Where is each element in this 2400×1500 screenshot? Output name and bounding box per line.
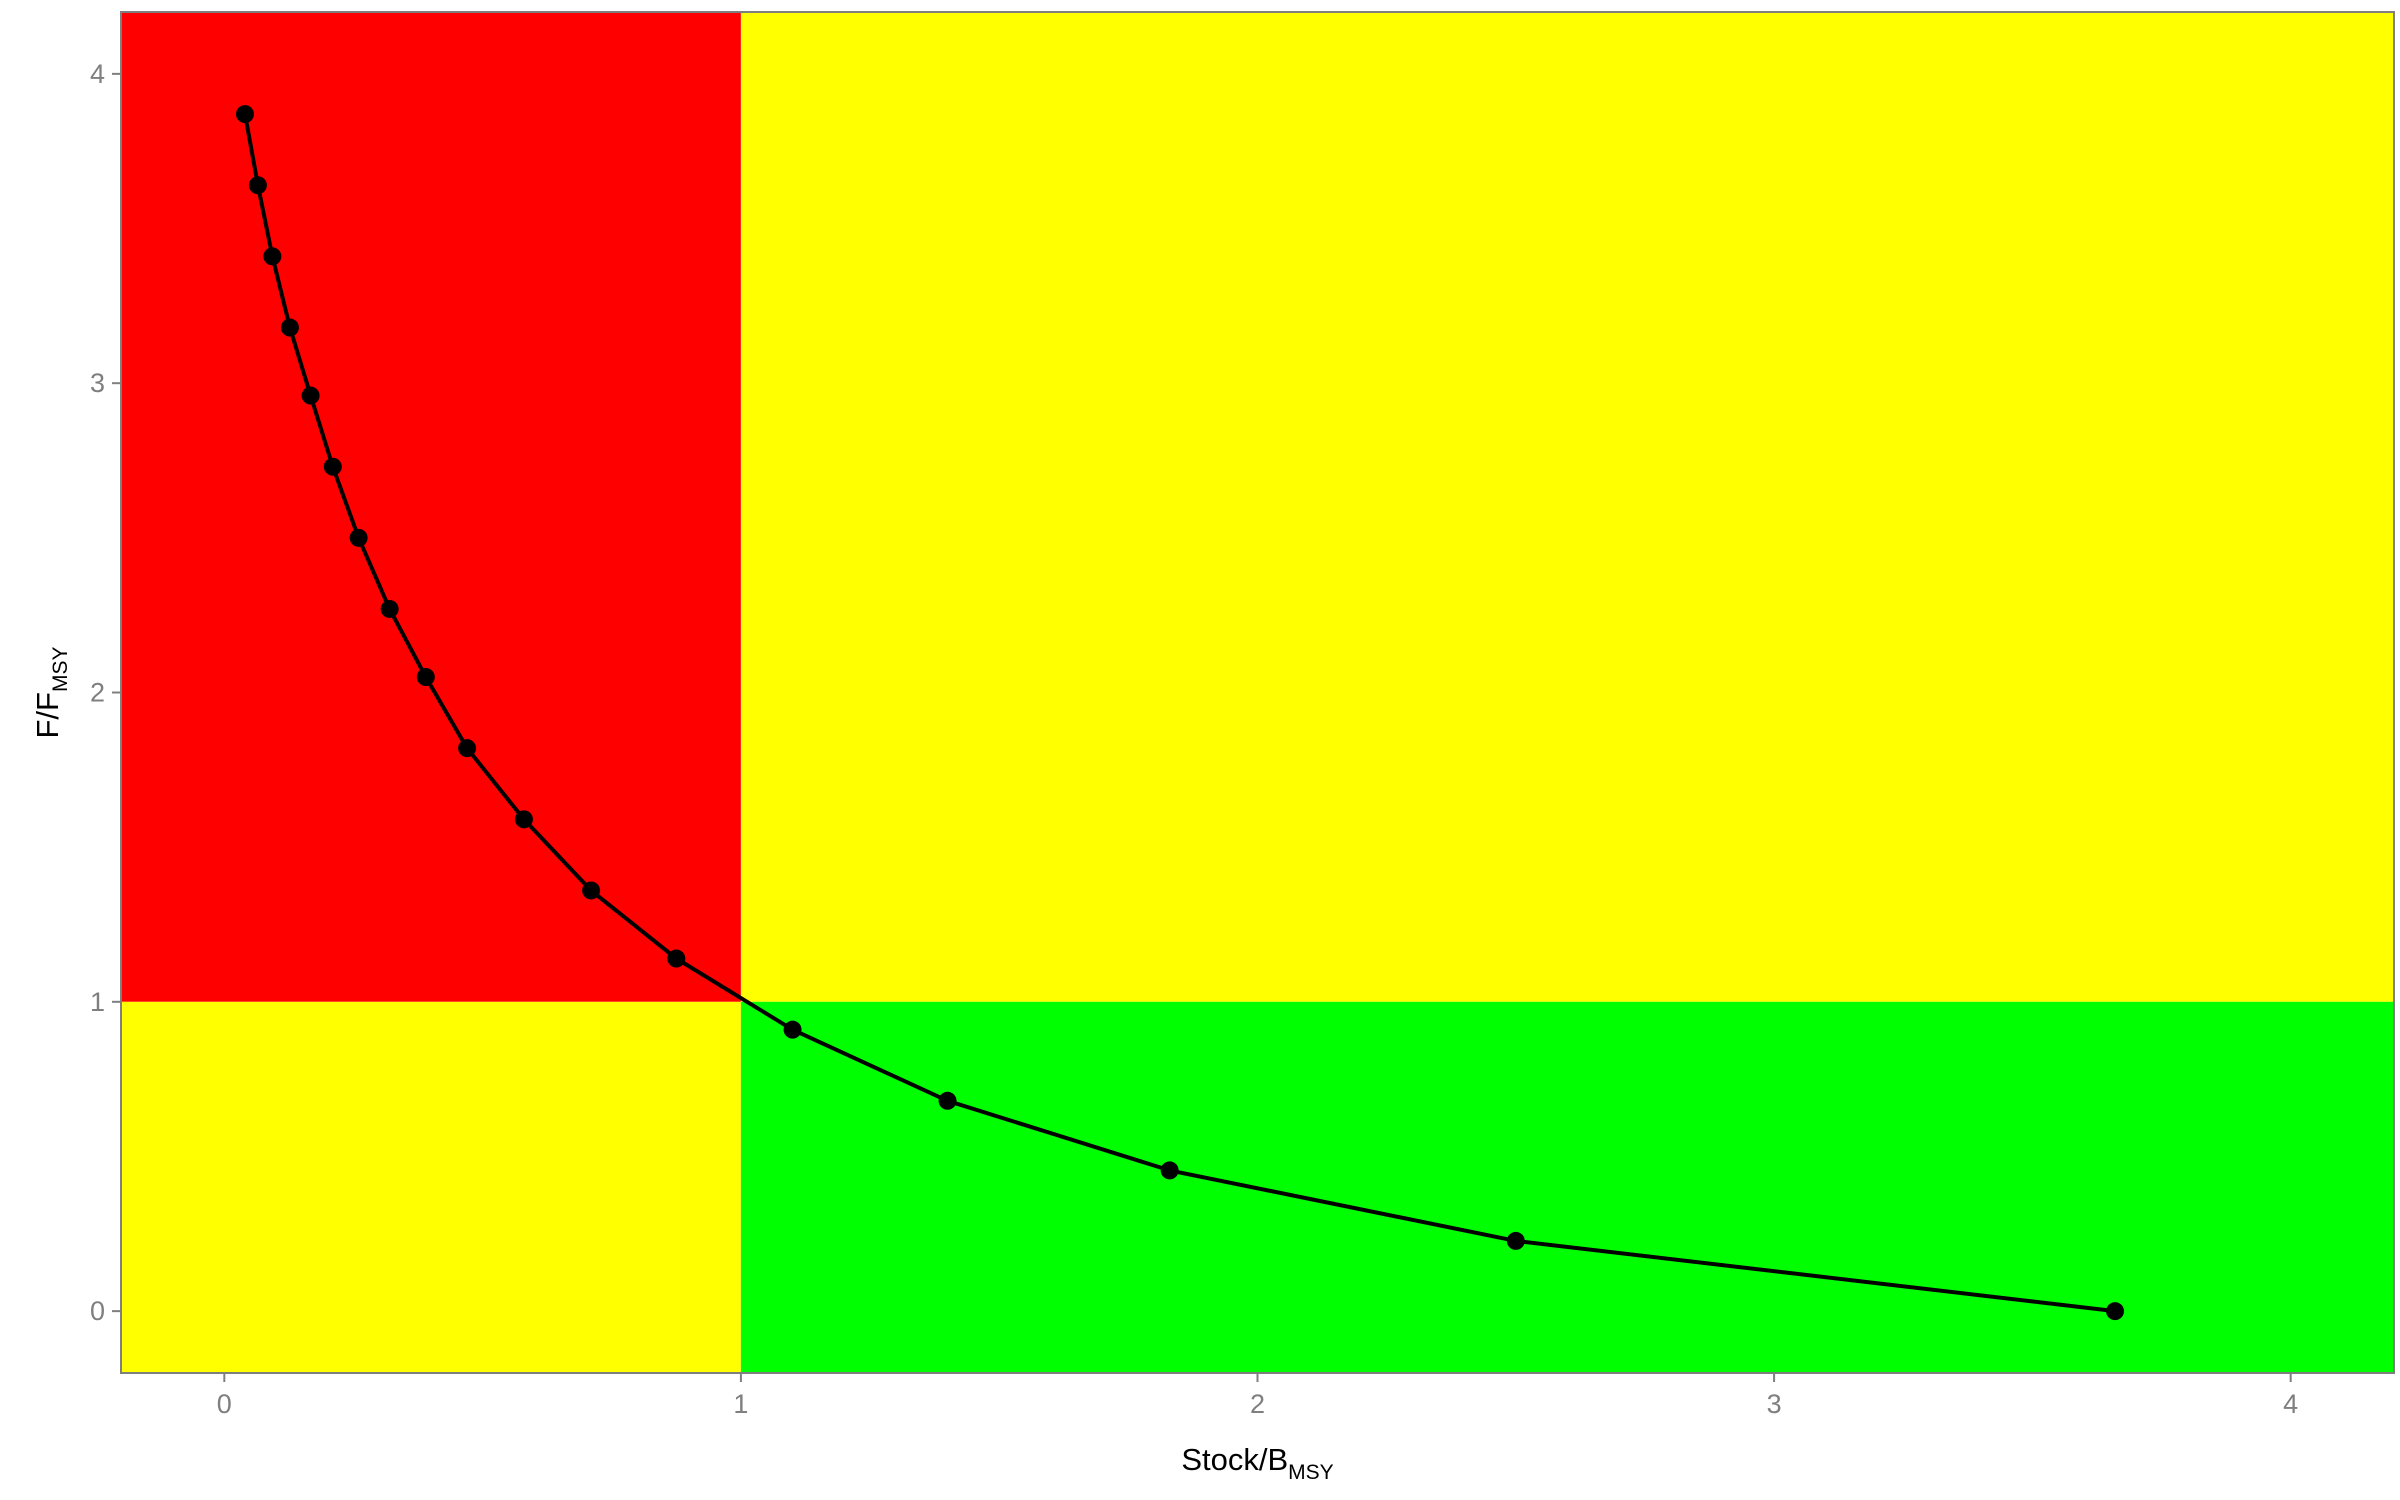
data-point: [667, 949, 686, 968]
y-tick-labels: 0 1 2 3 4: [90, 59, 105, 1326]
y-tick-label: 2: [90, 678, 105, 708]
data-point: [514, 810, 533, 829]
data-point: [1160, 1161, 1179, 1180]
axis-ticks: [112, 72, 2292, 1382]
data-point: [380, 599, 399, 618]
data-point: [349, 528, 368, 547]
y-tick-label: 1: [90, 987, 105, 1017]
data-point: [783, 1020, 802, 1039]
x-tick-label: 3: [1767, 1389, 1782, 1419]
data-point: [248, 176, 267, 195]
series-line: [243, 113, 2116, 1314]
data-point: [280, 318, 299, 337]
x-tick-label: 4: [2283, 1389, 2298, 1419]
quadrant-backgrounds: [121, 12, 2394, 1373]
x-tick-label: 0: [217, 1389, 232, 1419]
data-point: [323, 457, 342, 476]
x-axis-title: Stock/BMSY: [1181, 1442, 1333, 1484]
y-tick-label: 3: [90, 368, 105, 398]
x-axis-title-subscript: MSY: [1288, 1461, 1334, 1484]
quadrant-top-left: [121, 12, 741, 1002]
data-series: [235, 105, 2125, 1321]
x-tick-label: 1: [733, 1389, 748, 1419]
data-point: [1506, 1231, 1525, 1250]
y-axis-title: F/FMSY: [30, 646, 72, 738]
data-point: [235, 105, 254, 124]
quadrant-bottom-right: [740, 1001, 2394, 1373]
x-tick-labels: 0 1 2 3 4: [217, 1389, 2298, 1419]
data-point: [458, 739, 477, 758]
y-tick-label: 4: [90, 59, 105, 89]
plot-panel-border: [120, 11, 2395, 1374]
y-tick-label: 0: [90, 1296, 105, 1326]
data-point: [263, 247, 282, 266]
data-point: [582, 881, 601, 900]
quadrant-bottom-left: [121, 1001, 741, 1373]
y-axis-title-subscript: MSY: [49, 646, 72, 692]
x-tick-label: 2: [1250, 1389, 1265, 1419]
data-point: [416, 668, 435, 687]
y-axis-title-main: F/F: [30, 692, 65, 739]
data-point: [301, 386, 320, 405]
data-point: [938, 1091, 957, 1110]
x-axis-title-main: Stock/B: [1181, 1442, 1288, 1477]
quadrant-top-right: [740, 12, 2394, 1002]
data-point: [2106, 1302, 2125, 1321]
